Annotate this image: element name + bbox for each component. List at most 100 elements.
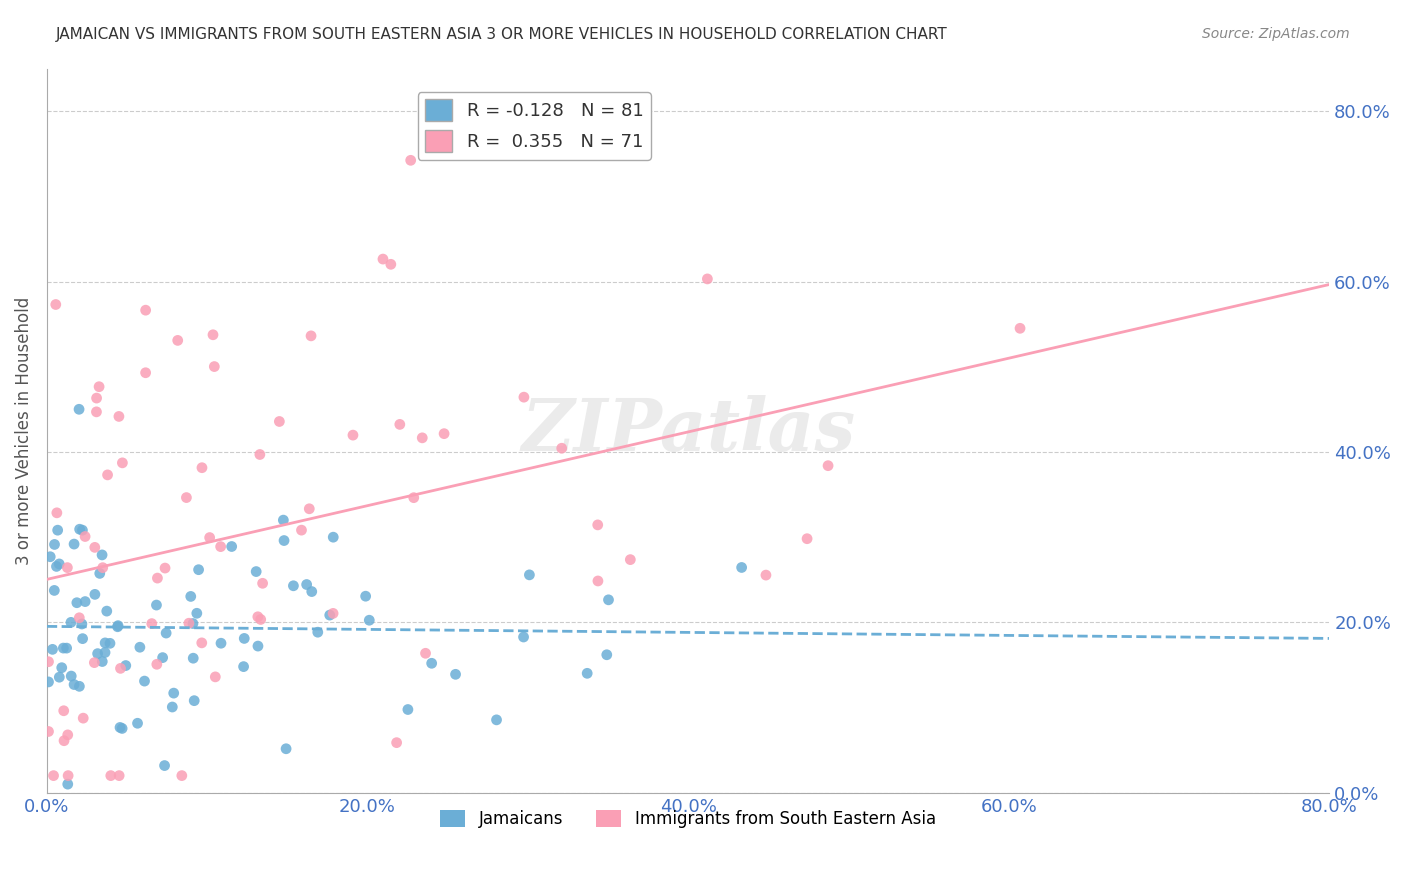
Point — [273, 513, 295, 527]
Point — [402, 491, 425, 505]
Point — [415, 646, 437, 660]
Point — [89, 566, 111, 581]
Point — [399, 153, 422, 168]
Point — [576, 666, 599, 681]
Point — [86, 405, 108, 419]
Point — [91, 560, 114, 574]
Point — [145, 598, 167, 612]
Point — [48, 557, 70, 571]
Point — [730, 560, 752, 574]
Point — [191, 460, 214, 475]
Legend: Jamaicans, Immigrants from South Eastern Asia: Jamaicans, Immigrants from South Eastern… — [433, 804, 942, 835]
Point — [249, 448, 271, 462]
Point — [1008, 321, 1031, 335]
Point — [56, 728, 79, 742]
Point — [69, 522, 91, 536]
Point — [153, 561, 176, 575]
Point — [98, 636, 121, 650]
Point — [796, 532, 818, 546]
Point — [290, 523, 312, 537]
Point — [87, 380, 110, 394]
Point — [72, 711, 94, 725]
Point — [246, 639, 269, 653]
Point — [209, 540, 232, 554]
Point — [359, 613, 381, 627]
Point — [83, 656, 105, 670]
Point — [170, 769, 193, 783]
Point — [513, 390, 536, 404]
Point — [63, 537, 86, 551]
Point — [380, 257, 402, 271]
Point — [322, 607, 344, 621]
Point — [67, 611, 90, 625]
Point — [51, 661, 73, 675]
Point — [110, 661, 132, 675]
Point — [166, 334, 188, 348]
Point — [186, 607, 208, 621]
Point — [86, 647, 108, 661]
Point — [201, 327, 224, 342]
Point — [444, 667, 467, 681]
Point — [52, 704, 75, 718]
Point — [94, 636, 117, 650]
Point — [44, 583, 66, 598]
Point — [586, 574, 609, 588]
Point — [249, 612, 271, 626]
Point — [307, 625, 329, 640]
Point — [100, 769, 122, 783]
Point — [70, 617, 93, 632]
Point — [41, 642, 63, 657]
Point — [128, 640, 150, 655]
Point — [519, 567, 541, 582]
Point — [48, 670, 70, 684]
Point — [411, 431, 433, 445]
Point — [108, 409, 131, 424]
Text: JAMAICAN VS IMMIGRANTS FROM SOUTH EASTERN ASIA 3 OR MORE VEHICLES IN HOUSEHOLD C: JAMAICAN VS IMMIGRANTS FROM SOUTH EASTER… — [56, 27, 948, 42]
Point — [37, 674, 59, 689]
Text: Source: ZipAtlas.com: Source: ZipAtlas.com — [1202, 27, 1350, 41]
Point — [45, 297, 67, 311]
Text: ZIPatlas: ZIPatlas — [522, 395, 855, 467]
Point — [107, 618, 129, 632]
Point — [56, 769, 79, 783]
Point — [619, 552, 641, 566]
Point — [354, 589, 377, 603]
Point — [246, 609, 269, 624]
Point — [233, 632, 256, 646]
Point — [114, 658, 136, 673]
Point — [232, 659, 254, 673]
Point — [37, 724, 59, 739]
Point — [97, 467, 120, 482]
Point — [75, 594, 97, 608]
Point — [44, 537, 66, 551]
Point — [96, 604, 118, 618]
Point — [134, 674, 156, 689]
Point — [141, 616, 163, 631]
Point — [385, 736, 408, 750]
Point — [60, 669, 83, 683]
Point — [108, 769, 131, 783]
Point — [204, 670, 226, 684]
Point — [551, 442, 574, 456]
Point — [56, 777, 79, 791]
Point — [191, 636, 214, 650]
Point — [319, 608, 342, 623]
Point — [202, 359, 225, 374]
Point — [67, 679, 90, 693]
Point — [176, 491, 198, 505]
Point — [42, 769, 65, 783]
Point — [586, 517, 609, 532]
Point — [252, 576, 274, 591]
Point — [53, 733, 76, 747]
Point — [72, 523, 94, 537]
Point — [298, 501, 321, 516]
Point — [153, 758, 176, 772]
Point — [127, 716, 149, 731]
Point — [322, 530, 344, 544]
Point — [755, 568, 778, 582]
Point — [433, 426, 456, 441]
Point — [596, 648, 619, 662]
Point — [108, 721, 131, 735]
Point — [45, 559, 67, 574]
Point — [420, 657, 443, 671]
